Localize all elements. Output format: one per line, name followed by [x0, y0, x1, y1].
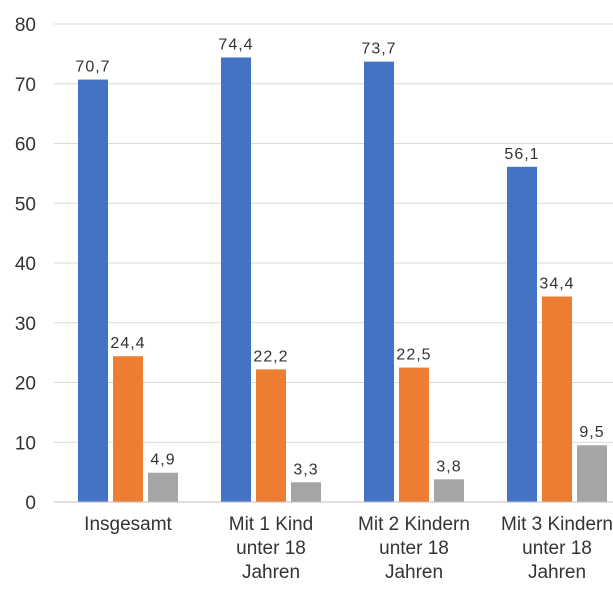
data-label: 3,3 [293, 461, 318, 478]
data-label: 34,4 [539, 275, 574, 292]
bars [78, 57, 607, 503]
bar [291, 482, 321, 502]
y-tick-label: 50 [15, 194, 36, 215]
data-label: 74,4 [218, 36, 253, 53]
bar [256, 369, 286, 502]
data-label: 70,7 [75, 59, 110, 76]
data-label: 56,1 [504, 146, 539, 163]
category-label: Mit 2 Kindern unter 18 Jahren [358, 514, 470, 583]
bar [78, 79, 108, 502]
data-label: 9,5 [579, 424, 604, 441]
bar [577, 445, 607, 502]
bar [507, 166, 537, 503]
x-axis: Insgesamt Mit 1 Kind unter 18 Jahren Mit 2 K… [54, 501, 613, 583]
y-tick-label: 0 [25, 493, 36, 514]
category-label: Mit 1 Kind unter 18 Jahren [229, 514, 313, 583]
data-label: 22,2 [253, 348, 288, 365]
category-label: Mit 3 Kindern unter 18 Jahren [501, 514, 613, 583]
bar [364, 61, 394, 503]
bar [221, 57, 251, 503]
bar [399, 367, 429, 502]
y-axis: 0 10 20 30 40 50 60 70 80 [15, 15, 36, 514]
gridlines [54, 23, 613, 443]
y-tick-label: 20 [15, 374, 36, 395]
data-label: 22,5 [396, 347, 431, 364]
bar [148, 472, 178, 502]
bar [542, 296, 572, 502]
y-tick-label: 60 [15, 135, 36, 156]
data-label: 73,7 [361, 41, 396, 58]
y-tick-label: 40 [15, 254, 36, 275]
y-tick-label: 10 [15, 433, 36, 454]
data-labels: 70,7 24,4 4,9 74,4 22,2 3,3 73,7 22,5 3,8 56,1 34,… [75, 36, 604, 478]
data-label: 24,4 [110, 335, 145, 352]
y-tick-label: 70 [15, 75, 36, 96]
y-tick-label: 30 [15, 314, 36, 335]
category-label: Insgesamt [84, 514, 172, 535]
data-label: 4,9 [150, 452, 175, 469]
y-tick-label: 80 [15, 15, 36, 36]
bar [113, 356, 143, 502]
bar [434, 479, 464, 502]
data-label: 3,8 [436, 458, 461, 475]
